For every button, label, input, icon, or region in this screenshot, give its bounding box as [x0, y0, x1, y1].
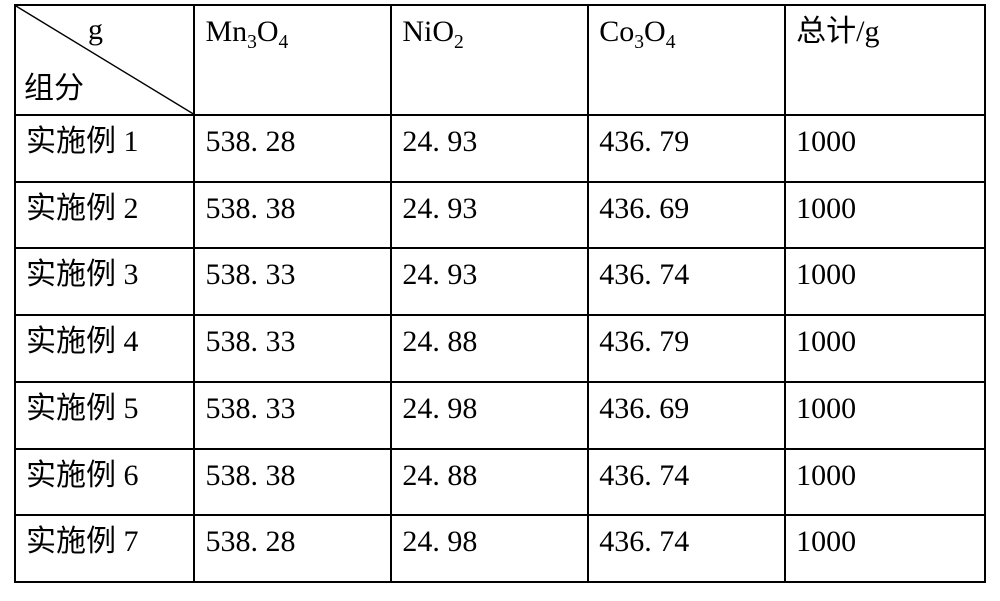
cell: 24. 93 [391, 182, 588, 249]
composition-table: g 组分 Mn3O4 NiO2 Co3O4 总计/g 实施例 1 538. 28… [14, 4, 986, 583]
table-row: 实施例 1 538. 28 24. 93 436. 79 1000 [15, 115, 985, 182]
cell: 436. 74 [588, 248, 785, 315]
column-header-label: Co3O4 [599, 15, 675, 48]
cell: 24. 93 [391, 115, 588, 182]
row-label: 实施例 7 [15, 515, 194, 582]
cell: 538. 38 [194, 449, 391, 516]
row-label: 实施例 4 [15, 315, 194, 382]
table-header-row: g 组分 Mn3O4 NiO2 Co3O4 总计/g [15, 5, 985, 115]
row-label: 实施例 1 [15, 115, 194, 182]
cell: 1000 [785, 248, 985, 315]
cell: 24. 93 [391, 248, 588, 315]
composition-table-container: g 组分 Mn3O4 NiO2 Co3O4 总计/g 实施例 1 538. 28… [0, 0, 1000, 601]
cell: 24. 88 [391, 449, 588, 516]
column-header-label: NiO2 [402, 15, 463, 48]
cell: 436. 79 [588, 315, 785, 382]
cell: 24. 98 [391, 382, 588, 449]
column-header: Mn3O4 [194, 5, 391, 115]
cell: 1000 [785, 182, 985, 249]
table-row: 实施例 7 538. 28 24. 98 436. 74 1000 [15, 515, 985, 582]
cell: 436. 74 [588, 449, 785, 516]
cell: 538. 28 [194, 515, 391, 582]
cell: 1000 [785, 382, 985, 449]
table-row: 实施例 3 538. 33 24. 93 436. 74 1000 [15, 248, 985, 315]
cell: 538. 33 [194, 382, 391, 449]
cell: 436. 69 [588, 382, 785, 449]
header-component-label: 组分 [24, 69, 84, 108]
row-label: 实施例 2 [15, 182, 194, 249]
cell: 436. 79 [588, 115, 785, 182]
diagonal-header-cell: g 组分 [15, 5, 194, 115]
table-row: 实施例 5 538. 33 24. 98 436. 69 1000 [15, 382, 985, 449]
table-row: 实施例 6 538. 38 24. 88 436. 74 1000 [15, 449, 985, 516]
column-header-label: Mn3O4 [205, 15, 288, 48]
cell: 24. 98 [391, 515, 588, 582]
table-row: 实施例 2 538. 38 24. 93 436. 69 1000 [15, 182, 985, 249]
cell: 538. 33 [194, 315, 391, 382]
cell: 538. 33 [194, 248, 391, 315]
cell: 24. 88 [391, 315, 588, 382]
cell: 436. 69 [588, 182, 785, 249]
row-label: 实施例 5 [15, 382, 194, 449]
row-label: 实施例 3 [15, 248, 194, 315]
cell: 1000 [785, 315, 985, 382]
row-label: 实施例 6 [15, 449, 194, 516]
column-header: 总计/g [785, 5, 985, 115]
column-header: NiO2 [391, 5, 588, 115]
cell: 1000 [785, 115, 985, 182]
cell: 538. 28 [194, 115, 391, 182]
column-header-label: 总计/g [796, 15, 879, 48]
header-unit-label: g [88, 10, 103, 49]
cell: 436. 74 [588, 515, 785, 582]
cell: 538. 38 [194, 182, 391, 249]
column-header: Co3O4 [588, 5, 785, 115]
cell: 1000 [785, 449, 985, 516]
table-row: 实施例 4 538. 33 24. 88 436. 79 1000 [15, 315, 985, 382]
cell: 1000 [785, 515, 985, 582]
